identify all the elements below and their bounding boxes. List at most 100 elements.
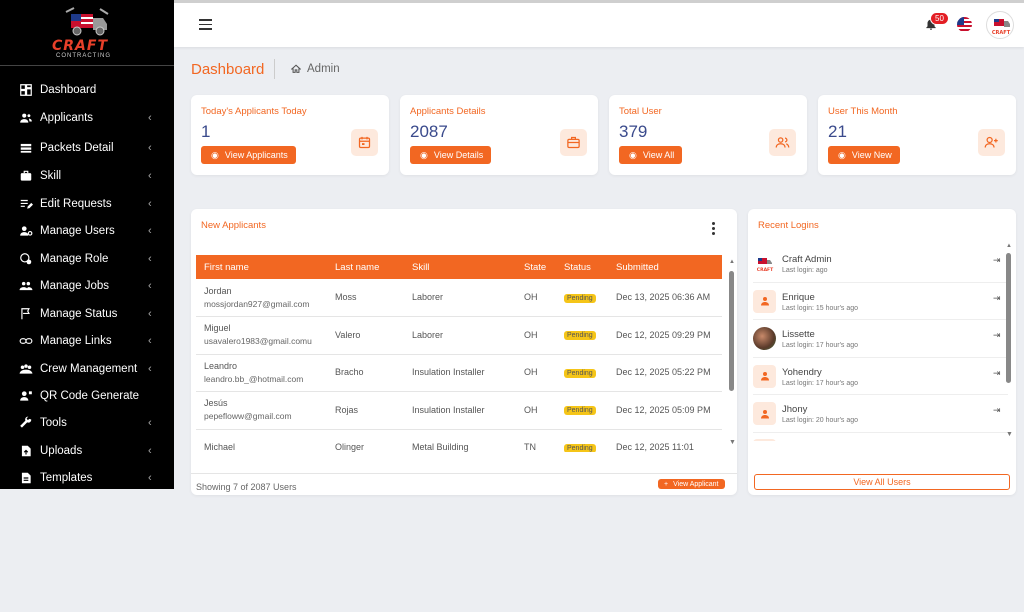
users-icon xyxy=(769,129,796,156)
login-row[interactable]: Yohendry Last login: 17 hour's ago ⇥ xyxy=(753,358,1008,395)
logins-scrollbar[interactable]: ▲ ▼ xyxy=(1006,243,1013,439)
login-arrow-icon[interactable]: ⇥ xyxy=(993,330,1001,340)
chevron-left-icon: ‹ xyxy=(148,335,152,347)
sidebar-item-qr-code-generate[interactable]: QR Code Generate xyxy=(0,385,174,407)
login-user-name: Jhony xyxy=(782,404,808,415)
login-arrow-icon[interactable]: ⇥ xyxy=(993,255,1001,265)
view-applicant-button[interactable]: + View Applicant xyxy=(658,479,725,489)
first-name: Michael xyxy=(204,442,236,452)
login-user-name: Yohendry xyxy=(782,366,822,378)
briefcase-icon xyxy=(560,129,587,156)
login-row[interactable] xyxy=(753,432,1008,441)
scroll-down-icon[interactable]: ▼ xyxy=(1006,431,1013,438)
cell-last-name: Moss xyxy=(327,279,404,317)
login-last-time: Last login: 15 hour's ago xyxy=(782,304,859,312)
table-row[interactable]: Jordan mossjordan927@gmail.com Moss Laborer… xyxy=(196,279,722,317)
breadcrumb-admin[interactable]: Admin xyxy=(307,63,340,75)
cell-last-name: Olinger xyxy=(327,429,404,452)
recent-logins-card: Recent Logins CRAFT Craft Admin Last login… xyxy=(748,209,1016,495)
column-header[interactable]: State xyxy=(516,255,556,279)
sidebar-item-manage-role[interactable]: Manage Role ‹ xyxy=(0,248,174,270)
column-header[interactable]: Skill xyxy=(404,255,516,279)
stat-view-button[interactable]: ◉ View All xyxy=(619,146,683,164)
sidebar-item-edit-requests[interactable]: Edit Requests ‹ xyxy=(0,193,174,215)
cell-status: Pending xyxy=(556,429,608,452)
applicant-email: leandro.bb_@hotmail.com xyxy=(204,373,304,384)
stat-view-button[interactable]: ◉ View Details xyxy=(410,146,492,164)
login-user-name: Enrique xyxy=(782,291,815,303)
cell-first-name: Jordan mossjordan927@gmail.com xyxy=(196,279,327,317)
eye-icon: ◉ xyxy=(211,149,219,160)
sidebar-item-label: Tools xyxy=(40,417,67,429)
sidebar-item-manage-status[interactable]: Manage Status ‹ xyxy=(0,303,174,325)
briefcase-icon xyxy=(18,169,33,184)
table-scrollbar[interactable]: ▲ ▼ xyxy=(729,259,736,449)
sidebar-item-manage-links[interactable]: Manage Links ‹ xyxy=(0,330,174,352)
column-header[interactable]: Submitted xyxy=(608,255,722,279)
us-flag-icon[interactable] xyxy=(957,17,972,32)
sidebar-item-skill[interactable]: Skill ‹ xyxy=(0,165,174,187)
login-row[interactable]: Lissette Last login: 17 hour's ago ⇥ xyxy=(753,320,1008,358)
stat-view-button[interactable]: ◉ View New xyxy=(828,146,900,164)
cell-first-name: Leandro leandro.bb_@hotmail.com xyxy=(196,354,327,392)
login-last-time: Last login: 17 hour's ago xyxy=(782,342,859,349)
truck-logo-icon xyxy=(65,7,109,36)
user-placeholder-icon xyxy=(753,289,776,313)
cell-last-name: Rojas xyxy=(327,391,404,430)
more-options-icon[interactable] xyxy=(712,222,716,237)
login-arrow-icon[interactable]: ⇥ xyxy=(993,367,1001,378)
cell-submitted: Dec 12, 2025 05:22 PM xyxy=(608,354,722,392)
stat-card: Today's Applicants Today 1 ◉ View Applicant… xyxy=(191,95,389,175)
scroll-down-icon[interactable]: ▼ xyxy=(729,439,736,446)
sidebar-item-tools[interactable]: Tools ‹ xyxy=(0,412,174,434)
scrollbar-thumb[interactable] xyxy=(729,271,734,391)
brand-logo[interactable]: CRAFT CONTRACTING xyxy=(0,0,174,66)
cell-state: TN xyxy=(516,429,556,452)
view-all-users-button[interactable]: View All Users xyxy=(754,474,1010,490)
view-applicant-label: View Applicant xyxy=(673,480,719,488)
menu-toggle-icon[interactable] xyxy=(199,19,212,30)
stat-title: User This Month xyxy=(828,106,898,117)
sidebar-item-crew-management[interactable]: Crew Management ‹ xyxy=(0,358,174,380)
column-header[interactable]: Status xyxy=(556,255,608,279)
first-name: Miguel xyxy=(204,323,231,334)
column-header[interactable]: Last name xyxy=(327,255,404,279)
table-row[interactable]: Jesús pepefloww@gmail.com Rojas Insulation … xyxy=(196,391,722,430)
login-row[interactable]: Jhony Last login: 20 hour's ago ⇥ xyxy=(753,395,1008,433)
sidebar-item-templates[interactable]: Templates ‹ xyxy=(0,467,174,489)
scroll-up-icon[interactable]: ▲ xyxy=(1006,243,1012,249)
cell-last-name: Valero xyxy=(327,316,404,355)
sidebar-item-packets-detail[interactable]: Packets Detail ‹ xyxy=(0,137,174,159)
status-badge: Pending xyxy=(564,368,596,378)
login-row[interactable]: Enrique Last login: 15 hour's ago ⇥ xyxy=(753,283,1008,320)
chevron-left-icon: ‹ xyxy=(148,280,152,292)
first-name: Leandro xyxy=(204,360,238,371)
top-bar: 50 CRAFT xyxy=(174,0,1024,47)
table-row[interactable]: Miguel usavalero1983@gmail.comu Valero Labo… xyxy=(196,316,722,355)
login-arrow-icon[interactable]: ⇥ xyxy=(993,405,1001,415)
sidebar-item-applicants[interactable]: Applicants ‹ xyxy=(0,107,174,129)
calendar-icon xyxy=(351,129,378,156)
scroll-up-icon[interactable]: ▲ xyxy=(729,259,735,265)
chevron-left-icon: ‹ xyxy=(148,363,152,375)
table-row[interactable]: Leandro leandro.bb_@hotmail.com Bracho Insu… xyxy=(196,354,722,392)
home-icon[interactable] xyxy=(291,64,301,74)
sidebar-item-label: Applicants xyxy=(40,112,94,124)
login-row[interactable]: CRAFT Craft Admin Last login: ago ⇥ xyxy=(753,245,1008,283)
stat-view-button[interactable]: ◉ View Applicants xyxy=(201,146,296,164)
user-avatar[interactable]: CRAFT xyxy=(986,11,1014,39)
sidebar-item-label: Manage Jobs xyxy=(40,280,110,292)
table-row[interactable]: Michael Olinger Metal Building TN Pending Dec… xyxy=(196,429,722,452)
column-header[interactable]: First name xyxy=(196,255,327,279)
sidebar-item-dashboard[interactable]: Dashboard xyxy=(0,79,174,101)
applicants-table-viewport: First name Last name Skill State Status Submi… xyxy=(191,209,737,452)
login-arrow-icon[interactable]: ⇥ xyxy=(993,292,1001,303)
chevron-left-icon: ‹ xyxy=(148,198,152,210)
sidebar-item-manage-jobs[interactable]: Manage Jobs ‹ xyxy=(0,275,174,297)
login-user-name: Craft Admin xyxy=(782,254,832,265)
chevron-left-icon: ‹ xyxy=(148,472,152,484)
cell-first-name: Michael xyxy=(196,429,327,452)
sidebar-item-uploads[interactable]: Uploads ‹ xyxy=(0,440,174,462)
sidebar-item-manage-users[interactable]: Manage Users ‹ xyxy=(0,220,174,242)
scrollbar-thumb[interactable] xyxy=(1006,253,1011,383)
